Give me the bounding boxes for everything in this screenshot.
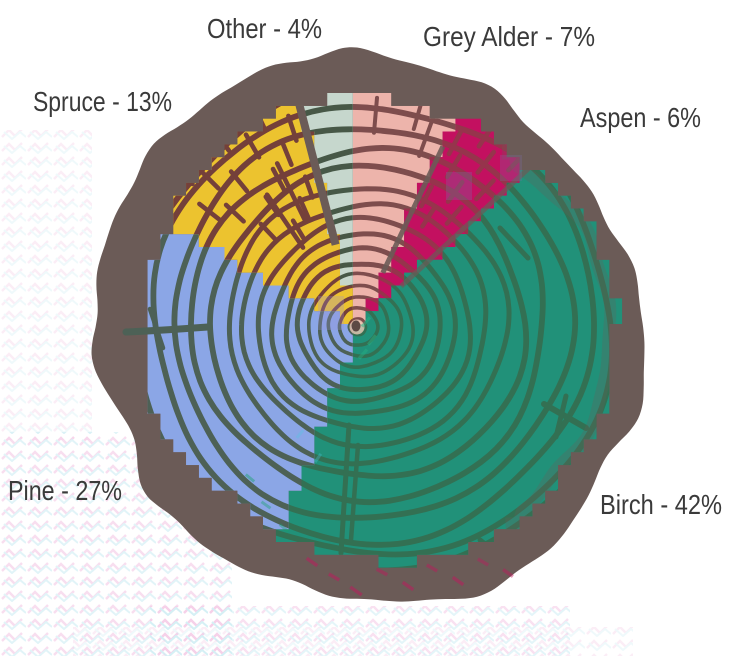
- svg-text:Pine - 27%: Pine - 27%: [8, 475, 122, 506]
- svg-text:Grey Alder - 7%: Grey Alder - 7%: [423, 21, 595, 52]
- svg-text:Spruce - 13%: Spruce - 13%: [33, 86, 172, 117]
- svg-text:Aspen - 6%: Aspen - 6%: [580, 102, 701, 133]
- svg-text:Birch - 42%: Birch - 42%: [600, 489, 722, 520]
- svg-text:Other - 4%: Other - 4%: [207, 13, 322, 44]
